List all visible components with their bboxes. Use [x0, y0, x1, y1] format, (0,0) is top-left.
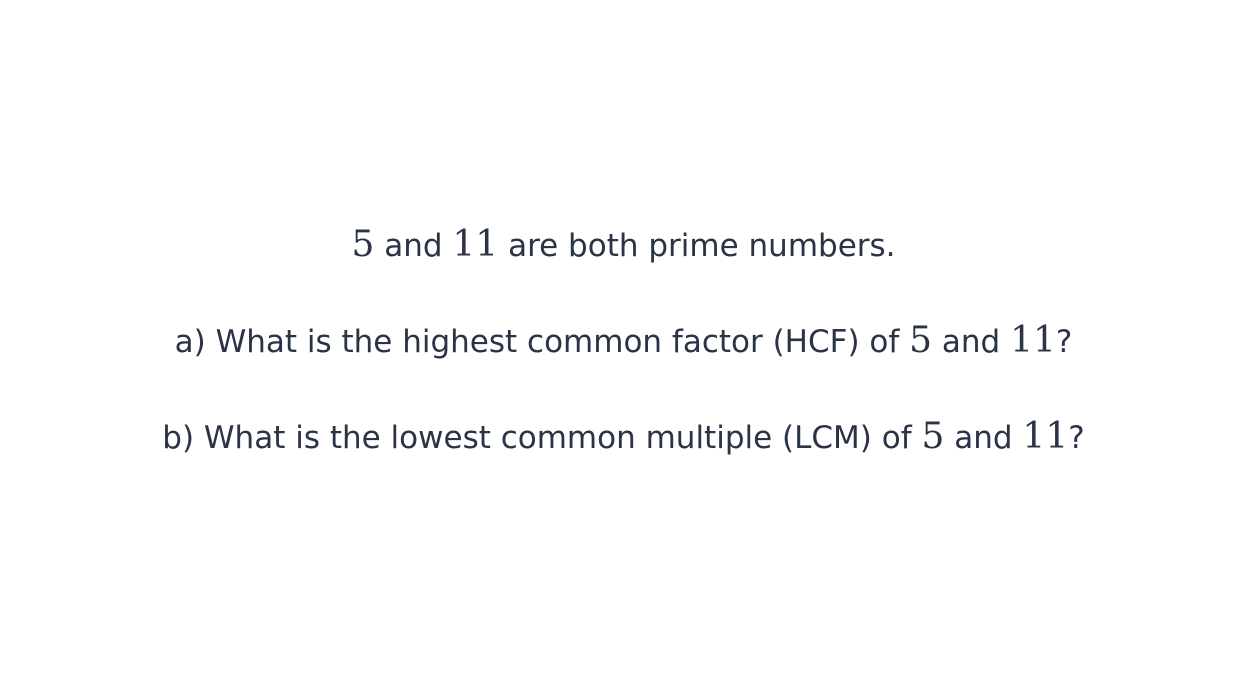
question-a-connector: and: [932, 324, 1011, 360]
question-b: b) What is the lowest common multiple (L…: [0, 412, 1247, 508]
question-a-suffix: ?: [1055, 324, 1073, 360]
intro-suffix: are both prime numbers.: [498, 228, 896, 264]
question-b-suffix: ?: [1068, 420, 1085, 456]
question-a-prefix: a) What is the highest common factor (HC…: [174, 324, 910, 360]
question-b-prefix: b) What is the lowest common multiple (L…: [162, 420, 922, 456]
question-content: 5 and 11 are both prime numbers. a) What…: [0, 220, 1247, 508]
number-eleven: 11: [1010, 320, 1056, 361]
question-a: a) What is the highest common factor (HC…: [0, 316, 1247, 412]
number-five: 5: [351, 224, 375, 265]
number-five: 5: [909, 320, 933, 361]
number-eleven: 11: [1022, 416, 1069, 457]
intro-connector: and: [374, 228, 453, 264]
intro-statement: 5 and 11 are both prime numbers.: [0, 220, 1247, 316]
number-five: 5: [921, 416, 945, 457]
question-b-connector: and: [944, 420, 1023, 456]
number-eleven: 11: [452, 224, 499, 265]
